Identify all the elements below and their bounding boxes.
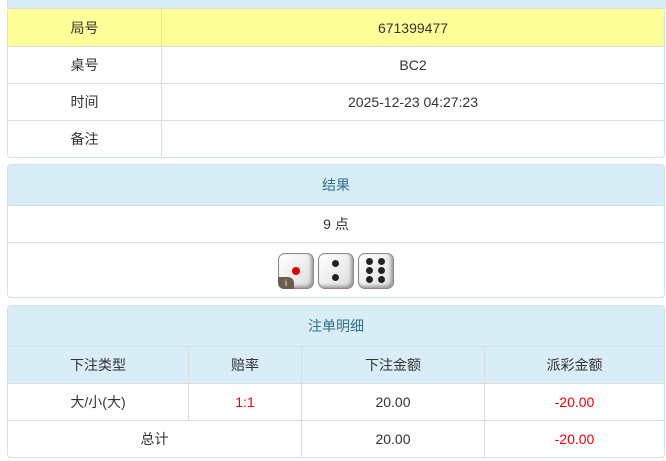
header-bet-amount: 下注金额 xyxy=(301,347,485,384)
table-row: 大/小(大) 1:1 20.00 -20.00 xyxy=(8,383,664,421)
payout: -20.00 xyxy=(484,383,664,421)
result-panel: 结果 9 点 i xyxy=(7,164,665,298)
total-amount: 20.00 xyxy=(301,420,485,457)
die-6 xyxy=(358,253,394,289)
bet-amount: 20.00 xyxy=(301,383,485,421)
time-row: 时间 2025-12-23 04:27:23 xyxy=(8,83,664,121)
die-2 xyxy=(318,253,354,289)
header-payout: 派彩金额 xyxy=(484,347,664,384)
die-1: i xyxy=(278,253,314,289)
odds: 1:1 xyxy=(188,383,302,421)
round-number-row: 局号 671399477 xyxy=(8,8,664,47)
pip xyxy=(365,258,373,266)
label: 桌号 xyxy=(8,46,162,84)
remark-row: 备注 xyxy=(8,120,664,157)
pip xyxy=(365,267,373,274)
pip xyxy=(378,258,386,266)
round-info-panel: 局号 671399477 桌号 BC2 时间 2025-12-23 04:27:23 … xyxy=(7,8,665,158)
label: 局号 xyxy=(8,8,162,47)
pip xyxy=(332,259,339,267)
pip xyxy=(378,275,386,283)
result-points: 9 点 xyxy=(8,206,664,243)
label: 时间 xyxy=(8,83,162,121)
pip xyxy=(365,275,373,283)
table-number: BC2 xyxy=(161,46,664,84)
total-label: 总计 xyxy=(8,420,302,457)
bet-details-panel: 注单明细 下注类型 赔率 下注金额 派彩金额 大/小(大) 1:1 20.00 … xyxy=(7,305,665,458)
info-icon[interactable]: i xyxy=(278,277,294,289)
total-payout: -20.00 xyxy=(484,420,664,457)
pip xyxy=(378,267,386,274)
bet-type: 大/小(大) xyxy=(8,383,189,421)
header-odds: 赔率 xyxy=(188,347,302,384)
pip xyxy=(292,267,300,275)
remark-value xyxy=(161,120,664,157)
pip xyxy=(332,274,339,282)
header-bet-type: 下注类型 xyxy=(8,347,189,384)
dice-row: i xyxy=(8,243,664,297)
table-number-row: 桌号 BC2 xyxy=(8,46,664,84)
result-title: 结果 xyxy=(8,165,664,206)
round-number: 671399477 xyxy=(161,8,664,47)
bet-details-title: 注单明细 xyxy=(8,306,664,347)
time-value: 2025-12-23 04:27:23 xyxy=(161,83,664,121)
table-header: 下注类型 赔率 下注金额 派彩金额 xyxy=(8,347,664,384)
total-row: 总计 20.00 -20.00 xyxy=(8,420,664,457)
label: 备注 xyxy=(8,120,162,157)
